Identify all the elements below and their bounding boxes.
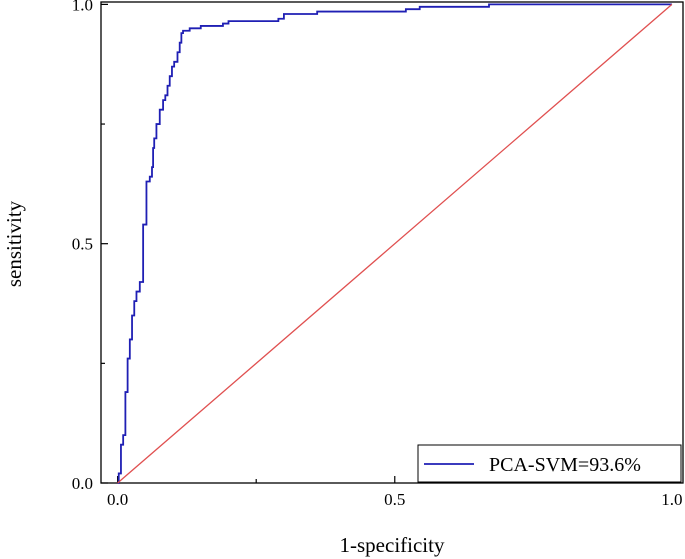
diagonal-reference-line (117, 3, 673, 484)
y-axis-title: sensitivity (2, 200, 26, 287)
y-tick-label: 0.0 (72, 474, 93, 493)
plot-frame (100, 1, 684, 484)
x-tick-label: 0.5 (384, 490, 405, 509)
series-layer (117, 3, 673, 484)
legend: PCA-SVM=93.6% (417, 444, 682, 483)
legend-label-pca-svm: PCA-SVM=93.6% (489, 454, 641, 476)
axis-ticks (101, 3, 673, 484)
y-tick-label: 1.0 (72, 0, 93, 14)
y-tick-label: 0.5 (72, 235, 93, 254)
roc-curve-pca-svm (117, 3, 672, 484)
x-tick-label: 0.0 (107, 490, 128, 509)
x-tick-label: 1.0 (661, 490, 682, 509)
x-axis-title: 1-specificity (340, 533, 445, 557)
tick-labels: 0.0 0.5 1.0 0.0 0.5 1.0 (72, 0, 683, 509)
